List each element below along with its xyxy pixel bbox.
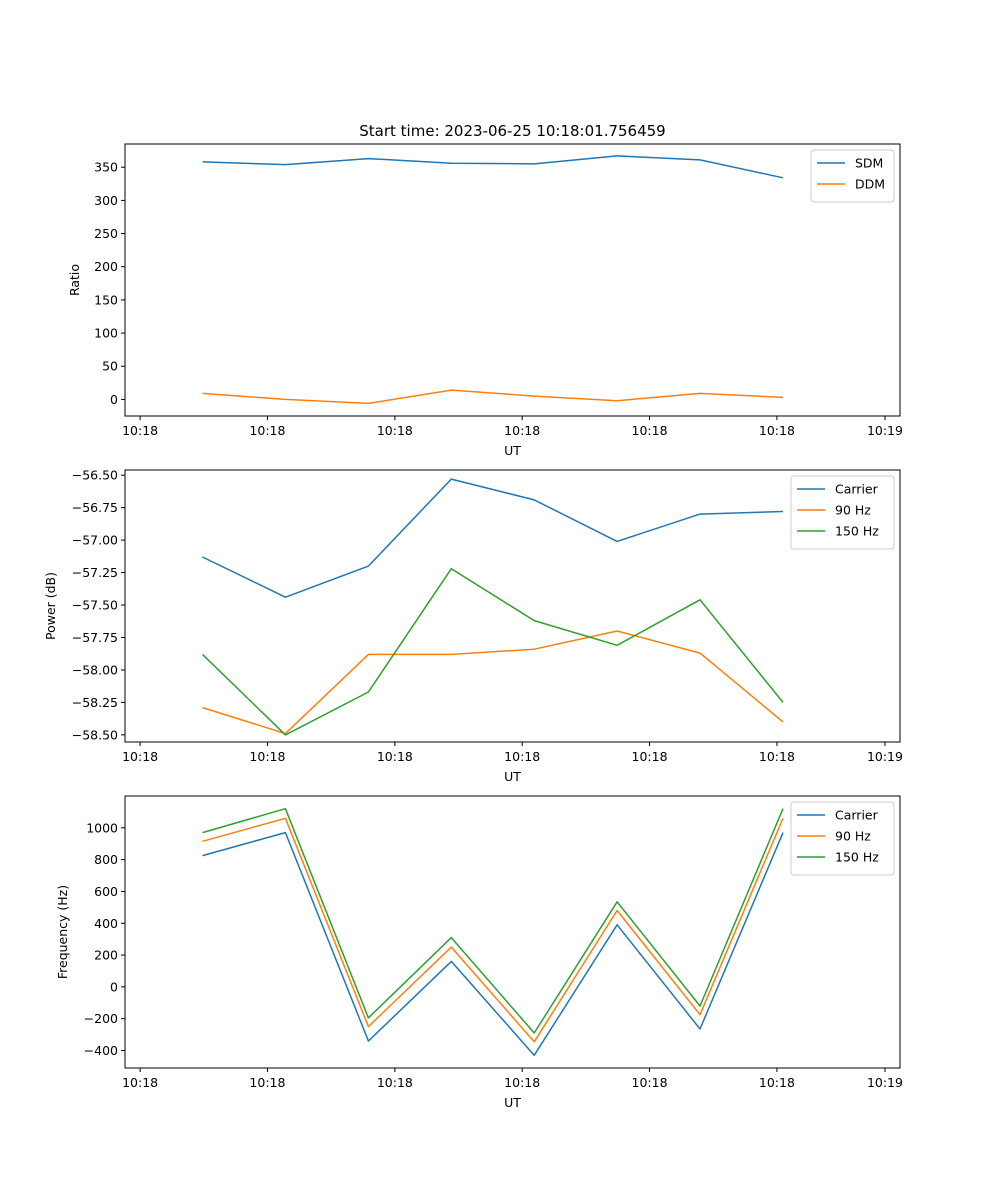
y-tick-label: −57.50 — [72, 598, 118, 613]
y-axis-label: Ratio — [67, 264, 82, 296]
legend: Carrier 90 Hz 150 Hz — [790, 475, 895, 550]
x-tick-label: 10:18 — [377, 1075, 413, 1090]
x-tick-label: 10:18 — [122, 749, 158, 764]
x-tick-label: 10:18 — [504, 749, 540, 764]
y-tick-label: −200 — [84, 1011, 118, 1026]
series-line-150-hz — [201, 567, 784, 736]
y-tick-label: −58.00 — [72, 662, 118, 677]
series-line-90-hz — [202, 817, 784, 1043]
legend-label: Carrier — [835, 808, 879, 823]
legend-label: 90 Hz — [835, 503, 871, 518]
x-tick-label: 10:18 — [759, 1075, 795, 1090]
y-tick-label: 50 — [102, 359, 118, 374]
y-tick-label: −58.50 — [72, 727, 118, 742]
x-tick-label: 10:18 — [377, 423, 413, 438]
legend-label: 150 Hz — [835, 524, 879, 539]
y-tick-label: −58.25 — [72, 695, 118, 710]
x-tick-label: 10:18 — [759, 749, 795, 764]
y-tick-label: 0 — [110, 979, 118, 994]
x-tick-label: 10:18 — [249, 1075, 285, 1090]
chart-panel-2: 10:18 10:18 10:18 10:18 10:18 10:18 10:19 −58.5… — [43, 468, 903, 784]
y-tick-label: 200 — [94, 948, 118, 963]
legend-label: 150 Hz — [835, 850, 879, 865]
y-tick-label: 100 — [94, 326, 118, 341]
y-axis-label: Frequency (Hz) — [55, 885, 70, 979]
x-tick-label: 10:18 — [632, 423, 668, 438]
series-line-sdm — [202, 155, 784, 179]
series-line-carrier — [202, 478, 784, 598]
y-tick-label: −400 — [84, 1043, 118, 1058]
y-tick-label: 0 — [110, 392, 118, 407]
figure-title: Start time: 2023-06-25 10:18:01.756459 — [359, 122, 665, 140]
axes-frame — [124, 795, 901, 1069]
x-tick-label: 10:18 — [249, 749, 285, 764]
legend-label: DDM — [855, 177, 885, 192]
y-tick-label: 200 — [94, 259, 118, 274]
x-tick-label: 10:19 — [867, 423, 903, 438]
y-tick-label: 300 — [94, 193, 118, 208]
x-axis-label: UT — [504, 1095, 521, 1110]
y-tick-label: −56.75 — [72, 500, 118, 515]
y-tick-label: 250 — [94, 226, 118, 241]
y-tick-label: 150 — [94, 292, 118, 307]
x-tick-label: 10:18 — [377, 749, 413, 764]
y-tick-label: 600 — [94, 884, 118, 899]
legend: Carrier 90 Hz 150 Hz — [790, 801, 895, 876]
y-tick-label: −56.50 — [72, 468, 118, 483]
y-tick-label: −57.25 — [72, 565, 118, 580]
y-tick-label: −57.00 — [72, 533, 118, 548]
x-tick-label: 10:18 — [504, 1075, 540, 1090]
x-tick-label: 10:18 — [759, 423, 795, 438]
y-axis-label: Power (dB) — [43, 572, 58, 640]
x-tick-label: 10:18 — [122, 1075, 158, 1090]
x-tick-label: 10:19 — [867, 749, 903, 764]
x-tick-label: 10:18 — [504, 423, 540, 438]
x-tick-label: 10:18 — [632, 749, 668, 764]
axes-frame — [124, 469, 901, 743]
legend: SDM DDM — [810, 149, 895, 203]
y-tick-label: 350 — [94, 160, 118, 175]
axes-frame — [124, 143, 901, 417]
legend-label: 90 Hz — [835, 829, 871, 844]
y-tick-label: 800 — [94, 852, 118, 867]
series-line-90-hz — [202, 630, 784, 735]
x-axis-label: UT — [504, 769, 521, 784]
y-tick-label: 1000 — [86, 820, 118, 835]
x-tick-label: 10:18 — [122, 423, 158, 438]
y-tick-label: 400 — [94, 916, 118, 931]
chart-panel-1: 10:18 10:18 10:18 10:18 10:18 10:18 10:19 0 50 10… — [67, 143, 903, 458]
legend-label: SDM — [855, 156, 883, 171]
y-tick-label: −57.75 — [72, 630, 118, 645]
x-tick-label: 10:19 — [867, 1075, 903, 1090]
legend-label: Carrier — [835, 482, 879, 497]
x-tick-label: 10:18 — [249, 423, 285, 438]
chart-panel-3: 10:18 10:18 10:18 10:18 10:18 10:18 10:19 −400 −… — [55, 795, 903, 1110]
x-axis-label: UT — [504, 443, 521, 458]
series-line-ddm — [202, 389, 784, 405]
series-line-carrier — [202, 831, 784, 1057]
x-tick-label: 10:18 — [632, 1075, 668, 1090]
series-line-150-hz — [202, 807, 784, 1034]
